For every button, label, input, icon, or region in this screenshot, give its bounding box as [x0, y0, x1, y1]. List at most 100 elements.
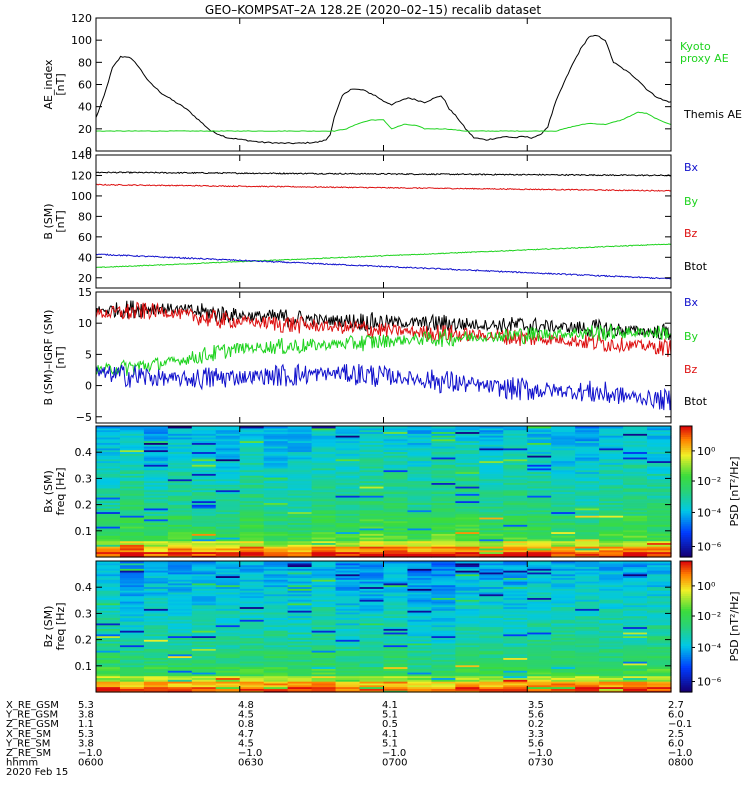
- psd-cell: [599, 447, 624, 451]
- psd-cell: [503, 504, 528, 507]
- psd-cell: [263, 451, 289, 454]
- psd-cell: [599, 584, 624, 588]
- psd-cell: [239, 526, 265, 529]
- psd-cell: [431, 657, 456, 660]
- psd-cell: [383, 662, 409, 666]
- psd-cell: [311, 480, 337, 483]
- psd-cell: [359, 540, 385, 544]
- psd-cell: [551, 624, 576, 628]
- colorbar-cell: [680, 624, 692, 628]
- psd-cell: [311, 677, 337, 680]
- psd-cell: [167, 433, 193, 436]
- psd-cell: [575, 522, 600, 525]
- psd-cell: [96, 516, 121, 520]
- psd-cell: [191, 561, 217, 564]
- psd-cell: [263, 606, 289, 609]
- psd-cell: [455, 673, 480, 677]
- y-tick-label: 140: [71, 149, 92, 162]
- psd-cell: [647, 668, 672, 671]
- psd-cell: [455, 538, 480, 542]
- psd-cell: [215, 527, 241, 531]
- psd-cell: [455, 617, 480, 620]
- psd-cell: [191, 635, 217, 639]
- psd-cell: [96, 651, 121, 655]
- psd-cell: [647, 435, 672, 438]
- psd-cell: [431, 486, 456, 489]
- psd-cell: [431, 588, 456, 591]
- psd-cell: [407, 664, 433, 668]
- psd-cell: [431, 460, 456, 463]
- psd-cell: [599, 553, 624, 556]
- psd-cell: [431, 506, 456, 509]
- colorbar-cell: [680, 443, 692, 447]
- psd-cell: [527, 540, 552, 544]
- psd-cell: [263, 533, 289, 536]
- psd-cell: [479, 486, 504, 489]
- psd-cell: [239, 478, 265, 482]
- y-tick-label: 100: [71, 34, 92, 47]
- orbit-value: −1.0: [78, 748, 102, 759]
- psd-cell: [191, 666, 217, 669]
- psd-cell: [407, 606, 433, 609]
- psd-cell: [239, 515, 265, 518]
- psd-cell: [143, 469, 169, 473]
- psd-cell: [575, 426, 600, 429]
- psd-cell: [143, 637, 169, 640]
- psd-cell: [215, 562, 241, 566]
- psd-cell: [479, 446, 504, 449]
- psd-cell: [599, 478, 624, 482]
- colorbar-cell: [680, 450, 692, 453]
- psd-cell: [96, 540, 121, 544]
- psd-cell: [191, 588, 217, 591]
- psd-cell: [599, 480, 624, 483]
- colorbar-cell: [680, 672, 692, 676]
- psd-cell: [143, 682, 169, 686]
- psd-cell: [143, 611, 169, 615]
- psd-cell: [527, 581, 552, 584]
- orbit-value: 5.6: [528, 738, 544, 749]
- psd-cell: [215, 551, 241, 554]
- psd-cell: [407, 467, 433, 471]
- psd-cell: [407, 436, 433, 440]
- psd-cell: [647, 491, 672, 494]
- psd-cell: [239, 524, 265, 527]
- psd-cell: [503, 564, 528, 568]
- psd-cell: [335, 591, 361, 595]
- psd-cell: [407, 662, 433, 666]
- psd-cell: [167, 619, 193, 622]
- psd-cell: [215, 498, 241, 502]
- psd-cell: [191, 491, 217, 494]
- psd-cell: [263, 590, 289, 593]
- psd-cell: [96, 606, 121, 609]
- psd-cell: [359, 679, 385, 682]
- psd-cell: [647, 444, 672, 447]
- psd-cell: [215, 655, 241, 659]
- psd-cell: [239, 648, 265, 651]
- psd-cell: [191, 449, 217, 453]
- psd-cell: [287, 653, 313, 657]
- psd-cell: [431, 440, 456, 443]
- psd-cell: [479, 668, 504, 671]
- psd-cell: [479, 628, 504, 631]
- psd-cell: [96, 486, 121, 489]
- psd-cell: [407, 570, 433, 573]
- psd-cell: [431, 639, 456, 642]
- psd-cell: [479, 595, 504, 598]
- psd-cell: [143, 555, 169, 558]
- psd-cell: [575, 579, 600, 582]
- colorbar-cell: [680, 676, 692, 680]
- psd-cell: [96, 495, 121, 498]
- psd-cell: [239, 684, 265, 688]
- psd-cell: [407, 442, 433, 445]
- psd-cell: [647, 655, 672, 659]
- psd-cell: [96, 602, 121, 606]
- psd-cell: [527, 442, 552, 445]
- psd-cell: [263, 531, 289, 534]
- psd-cell: [431, 573, 456, 577]
- psd-cell: [383, 584, 409, 588]
- psd-cell: [191, 447, 217, 451]
- colorbar-cell: [680, 565, 692, 569]
- psd-cell: [191, 482, 217, 485]
- psd-cell: [575, 591, 600, 595]
- psd-cell: [191, 502, 217, 505]
